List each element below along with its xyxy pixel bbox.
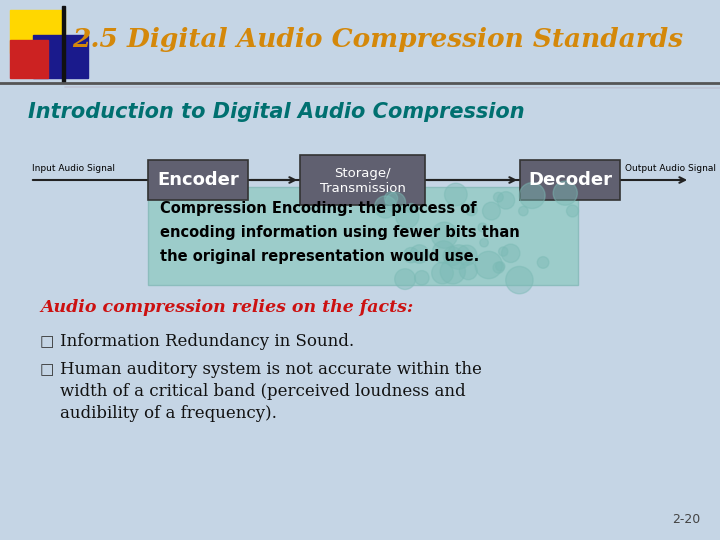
FancyBboxPatch shape bbox=[300, 155, 425, 205]
Circle shape bbox=[475, 251, 503, 279]
Circle shape bbox=[553, 181, 577, 205]
Text: audibility of a frequency).: audibility of a frequency). bbox=[60, 406, 277, 422]
Circle shape bbox=[407, 204, 416, 213]
Circle shape bbox=[519, 183, 545, 208]
Circle shape bbox=[415, 271, 429, 285]
Bar bbox=[10, 10, 65, 53]
Circle shape bbox=[431, 222, 457, 248]
Circle shape bbox=[443, 247, 462, 266]
Text: □: □ bbox=[40, 362, 55, 377]
Circle shape bbox=[440, 259, 465, 284]
Text: Audio compression relies on the facts:: Audio compression relies on the facts: bbox=[40, 300, 413, 316]
Text: Introduction to Digital Audio Compression: Introduction to Digital Audio Compressio… bbox=[28, 102, 525, 122]
Text: Compression Encoding: the process of: Compression Encoding: the process of bbox=[160, 201, 477, 216]
Circle shape bbox=[459, 262, 477, 280]
FancyBboxPatch shape bbox=[148, 187, 578, 285]
Circle shape bbox=[499, 247, 508, 256]
Circle shape bbox=[493, 192, 503, 202]
Circle shape bbox=[493, 262, 504, 273]
Circle shape bbox=[403, 247, 419, 263]
Text: 2-20: 2-20 bbox=[672, 513, 700, 526]
Text: Human auditory system is not accurate within the: Human auditory system is not accurate wi… bbox=[60, 361, 482, 379]
Text: □: □ bbox=[40, 334, 55, 349]
FancyBboxPatch shape bbox=[148, 160, 248, 200]
Text: Transmission: Transmission bbox=[320, 181, 405, 194]
Text: Information Redundancy in Sound.: Information Redundancy in Sound. bbox=[60, 334, 354, 350]
Circle shape bbox=[537, 256, 549, 268]
FancyBboxPatch shape bbox=[520, 160, 620, 200]
Circle shape bbox=[374, 196, 397, 218]
Circle shape bbox=[446, 245, 471, 269]
Text: Storage/: Storage/ bbox=[334, 166, 391, 179]
Text: Input Audio Signal: Input Audio Signal bbox=[32, 164, 115, 173]
Circle shape bbox=[498, 192, 515, 209]
Circle shape bbox=[518, 206, 528, 216]
Circle shape bbox=[384, 192, 397, 205]
Text: the original representation would use.: the original representation would use. bbox=[160, 249, 480, 264]
Bar bbox=[33, 35, 88, 78]
Circle shape bbox=[410, 245, 428, 264]
Circle shape bbox=[433, 241, 455, 264]
Text: Encoder: Encoder bbox=[157, 171, 239, 189]
Circle shape bbox=[567, 205, 578, 217]
Bar bbox=[62, 6, 65, 82]
Circle shape bbox=[395, 269, 415, 289]
Text: Decoder: Decoder bbox=[528, 171, 612, 189]
Circle shape bbox=[505, 266, 533, 294]
Circle shape bbox=[495, 262, 505, 271]
Text: 2.5 Digital Audio Compression Standards: 2.5 Digital Audio Compression Standards bbox=[72, 28, 683, 52]
Circle shape bbox=[480, 239, 488, 247]
Circle shape bbox=[444, 183, 467, 206]
Circle shape bbox=[456, 245, 477, 265]
Text: width of a critical band (perceived loudness and: width of a critical band (perceived loud… bbox=[60, 383, 466, 401]
Circle shape bbox=[478, 223, 487, 232]
Circle shape bbox=[502, 244, 520, 262]
Circle shape bbox=[432, 262, 454, 284]
Circle shape bbox=[385, 192, 405, 212]
Circle shape bbox=[465, 204, 477, 216]
Text: encoding information using fewer bits than: encoding information using fewer bits th… bbox=[160, 225, 520, 240]
Bar bbox=[10, 40, 48, 78]
Circle shape bbox=[396, 205, 419, 228]
Text: Output Audio Signal: Output Audio Signal bbox=[625, 164, 716, 173]
Circle shape bbox=[482, 202, 500, 220]
